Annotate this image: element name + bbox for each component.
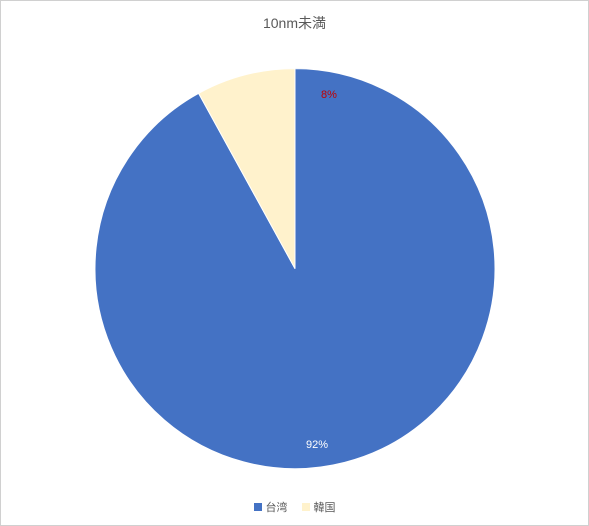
legend-swatch-0 xyxy=(254,503,262,511)
legend-label-1: 韓国 xyxy=(314,499,336,515)
legend-item-1: 韓国 xyxy=(302,499,336,515)
pie-svg xyxy=(95,69,495,469)
legend: 台湾 韓国 xyxy=(254,499,336,515)
pie-wrapper xyxy=(95,69,495,474)
slice-label-0: 92% xyxy=(306,439,328,451)
legend-swatch-1 xyxy=(302,503,310,511)
chart-title: 10nm未満 xyxy=(1,1,588,33)
legend-label-0: 台湾 xyxy=(266,499,288,515)
slice-label-1: 8% xyxy=(321,89,337,101)
pie-chart-container: 10nm未満 92% 8% 台湾 韓国 xyxy=(0,0,589,526)
legend-item-0: 台湾 xyxy=(254,499,288,515)
